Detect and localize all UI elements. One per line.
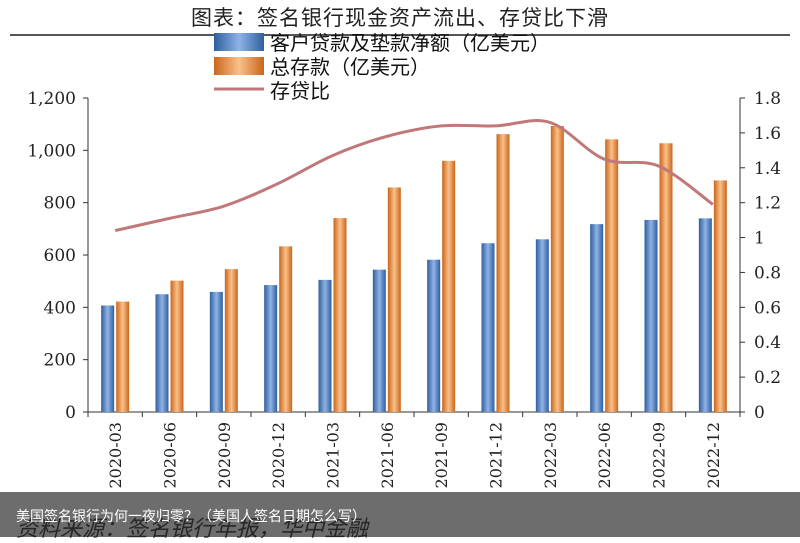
loan-bar	[481, 243, 495, 412]
deposit-bar	[224, 269, 238, 412]
chart-title: 图表：签名银行现金资产流出、存贷比下滑	[191, 6, 609, 30]
deposit-bar	[279, 246, 293, 412]
x-tick-label: 2020-12	[269, 422, 288, 488]
legend-label: 总存款（亿美元）	[270, 55, 430, 79]
right-tick-label: 0.2	[754, 368, 781, 388]
title-divider	[10, 34, 790, 36]
left-tick-label: 0	[65, 403, 76, 423]
x-tick-label: 2020-06	[161, 422, 180, 488]
loan-bar	[264, 285, 278, 412]
legend-label: 存贷比	[270, 79, 330, 103]
x-tick-label: 2021-09	[432, 422, 451, 488]
x-tick-label: 2022-03	[541, 422, 560, 488]
bar-series	[101, 125, 727, 413]
deposit-bar	[659, 143, 673, 413]
x-tick-label: 2021-12	[487, 422, 506, 488]
deposit-bar	[496, 134, 510, 413]
deposit-bar	[713, 180, 727, 412]
legend: 客户贷款及垫款净额（亿美元）总存款（亿美元）存贷比	[214, 31, 550, 103]
loan-bar	[698, 218, 712, 412]
loan-bar	[101, 305, 115, 412]
deposit-bar	[605, 139, 619, 413]
loan-bar	[427, 259, 441, 412]
right-tick-label: 0	[754, 403, 765, 423]
deposit-bar	[442, 160, 456, 412]
legend-swatch	[214, 33, 264, 51]
line-series	[114, 119, 714, 233]
caption-link[interactable]: 美国签名银行为何一夜归零？（美国人签名日期怎么写）	[16, 509, 366, 525]
deposit-bar	[550, 125, 564, 412]
x-tick-label: 2020-09	[215, 422, 234, 488]
x-tick-label: 2022-12	[704, 422, 723, 488]
legend-swatch	[214, 57, 264, 75]
deposit-bar	[333, 218, 347, 412]
right-tick-label: 1.4	[754, 159, 781, 179]
right-tick-label: 1.2	[754, 194, 781, 214]
deposit-bar	[170, 280, 184, 412]
x-tick-label: 2022-06	[595, 422, 614, 488]
x-tick-label: 2021-06	[378, 422, 397, 488]
left-tick-label: 1,000	[27, 141, 76, 161]
left-tick-label: 600	[44, 246, 76, 266]
deposit-bar	[116, 301, 130, 412]
loan-bar	[155, 294, 169, 412]
legend-label: 客户贷款及垫款净额（亿美元）	[270, 31, 550, 55]
left-tick-label: 200	[44, 351, 76, 371]
left-tick-label: 400	[44, 298, 76, 318]
loan-bar	[590, 224, 604, 412]
loan-bar	[318, 279, 332, 412]
loan-bar	[535, 239, 549, 412]
left-tick-label: 800	[44, 194, 76, 214]
right-tick-label: 1.6	[754, 124, 781, 144]
x-tick-label: 2021-03	[324, 422, 343, 488]
left-tick-label: 1,200	[27, 89, 76, 109]
loan-bar	[644, 219, 658, 412]
loan-bar	[209, 291, 223, 412]
caption-overlay: 美国签名银行为何一夜归零？（美国人签名日期怎么写）	[0, 492, 800, 537]
loan-deposit-ratio-line	[114, 119, 714, 233]
loan-bar	[372, 269, 386, 412]
x-tick-label: 2022-09	[650, 422, 669, 488]
deposit-bar	[387, 187, 401, 412]
axes: 0 200 400 600 800 1,000 1,200 0 0.2 0.4 0.6 0.8 1 1.2…	[27, 89, 781, 488]
right-tick-label: 1	[754, 229, 765, 249]
right-tick-label: 0.4	[754, 333, 781, 353]
x-tick-label: 2020-03	[106, 422, 125, 488]
right-tick-label: 0.8	[754, 263, 781, 283]
right-tick-label: 1.8	[754, 89, 781, 109]
right-tick-label: 0.6	[754, 298, 781, 318]
